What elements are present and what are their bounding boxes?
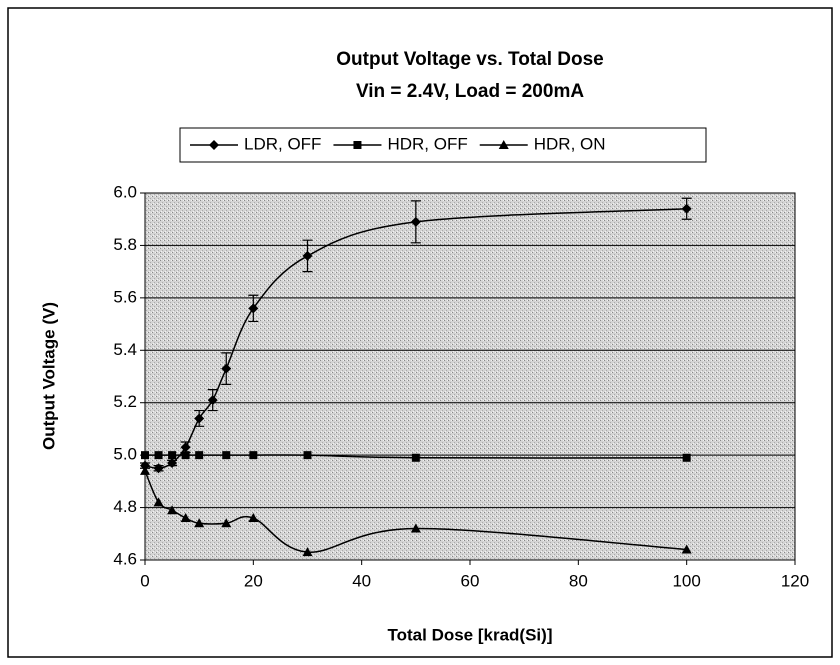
data-point	[167, 458, 178, 469]
legend-marker	[209, 140, 219, 150]
legend-label: HDR, ON	[534, 134, 606, 153]
data-point	[221, 363, 232, 374]
data-point	[180, 442, 191, 453]
data-point	[194, 518, 205, 528]
y-tick-label: 6.0	[113, 182, 137, 201]
data-point	[153, 497, 164, 507]
x-tick-label: 120	[781, 571, 809, 590]
x-axis-title: Total Dose [krad(Si)]	[388, 625, 553, 644]
data-point	[140, 465, 150, 475]
x-tick-label: 40	[352, 571, 371, 590]
data-point	[249, 451, 258, 460]
data-point	[194, 413, 205, 424]
data-point	[681, 544, 692, 554]
chart-title: Output Voltage vs. Total Dose	[336, 49, 603, 70]
data-point	[167, 505, 178, 515]
x-tick-label: 80	[569, 571, 588, 590]
data-point	[180, 513, 191, 523]
data-point	[681, 203, 692, 214]
y-axis-title: Output Voltage (V)	[39, 302, 58, 450]
data-point	[207, 395, 218, 406]
x-tick-label: 100	[672, 571, 700, 590]
data-point	[195, 451, 204, 460]
data-point	[153, 463, 164, 474]
data-point	[141, 451, 149, 460]
legend-label: LDR, OFF	[244, 134, 321, 153]
data-point	[410, 216, 421, 227]
legend-box	[179, 127, 707, 163]
data-point	[303, 451, 312, 460]
x-tick-label: 0	[140, 571, 149, 590]
series-line	[144, 470, 687, 553]
y-tick-label: 4.6	[113, 549, 137, 568]
data-point	[302, 547, 313, 557]
data-point	[168, 451, 177, 460]
data-point	[221, 518, 232, 528]
legend: LDR, OFF HDR, OFF HDR, ON	[179, 127, 707, 163]
legend-marker	[353, 141, 362, 149]
legend-label: HDR, OFF	[387, 134, 467, 153]
data-point	[682, 453, 691, 462]
y-tick-label: 5.2	[113, 392, 137, 411]
x-tick-label: 60	[461, 571, 480, 590]
data-point	[140, 460, 150, 471]
data-point	[248, 303, 259, 314]
data-point	[222, 451, 231, 460]
chart-subtitle: Vin = 2.4V, Load = 200mA	[356, 81, 584, 102]
data-point	[411, 453, 420, 462]
data-point	[154, 451, 163, 460]
data-point	[181, 451, 190, 460]
data-point	[248, 513, 259, 523]
y-tick-label: 5.4	[113, 340, 137, 359]
legend-marker	[498, 140, 509, 149]
y-tick-label: 5.6	[113, 287, 137, 306]
y-tick-label: 5.0	[113, 445, 137, 464]
data-point	[410, 523, 421, 533]
data-point	[302, 250, 313, 261]
y-tick-label: 5.8	[113, 235, 137, 254]
y-tick-label: 4.8	[113, 497, 137, 516]
plot-area	[144, 192, 796, 561]
x-tick-label: 20	[244, 571, 263, 590]
